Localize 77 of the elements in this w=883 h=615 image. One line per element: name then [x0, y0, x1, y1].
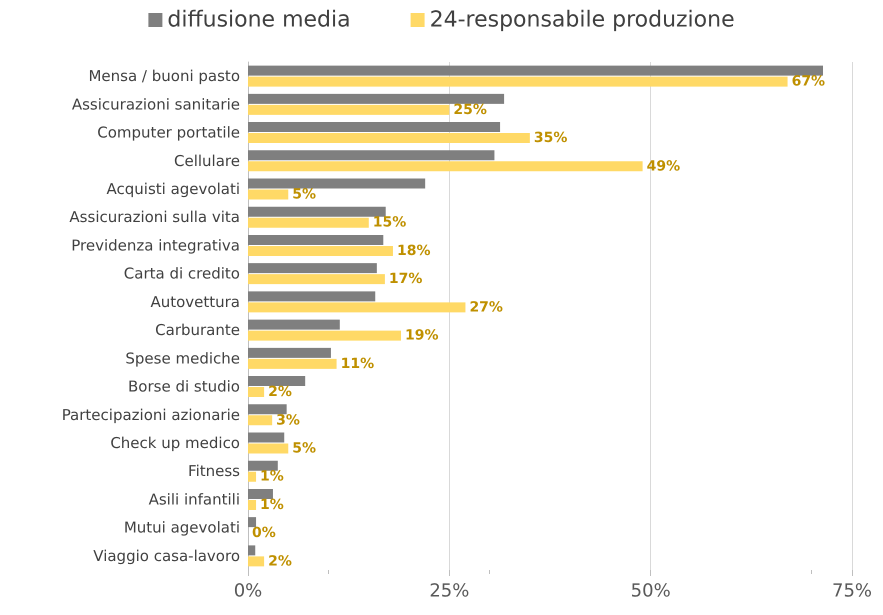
y-tick-label: Previdenza integrativa	[71, 236, 240, 254]
data-label: 11%	[340, 356, 374, 372]
bar	[248, 517, 256, 528]
y-tick-label: Computer portatile	[97, 124, 240, 142]
y-tick-label: Partecipazioni azionarie	[62, 406, 240, 424]
bar	[248, 291, 376, 302]
bar	[248, 246, 393, 256]
data-label: 25%	[453, 102, 487, 118]
x-tick-label: 50%	[630, 580, 671, 602]
data-label: 2%	[268, 553, 292, 570]
data-label: 18%	[396, 242, 430, 259]
bar	[248, 94, 504, 104]
bar	[248, 218, 369, 228]
data-label: 3%	[276, 412, 300, 428]
bar	[248, 320, 340, 330]
y-tick-label: Spese mediche	[125, 349, 240, 368]
y-tick-label: Check up medico	[110, 434, 240, 452]
x-tick-label: 75%	[832, 580, 872, 602]
bar	[248, 76, 788, 87]
bar	[248, 150, 494, 160]
y-tick-label: Assicurazioni sulla vita	[69, 208, 240, 226]
bar	[248, 302, 466, 312]
bar	[248, 472, 256, 482]
y-tick-label: Borse di studio	[128, 378, 240, 396]
bar	[248, 500, 256, 510]
bar	[248, 387, 264, 398]
y-tick-label: Asili infantili	[148, 490, 240, 508]
bar	[248, 234, 384, 245]
bar	[248, 263, 377, 274]
y-tick-label: Carburante	[155, 321, 240, 340]
data-label: 67%	[792, 74, 826, 90]
bar	[248, 66, 824, 76]
data-label: 19%	[405, 328, 439, 344]
bar	[248, 415, 272, 426]
data-label: 27%	[469, 299, 503, 316]
data-label: 2%	[268, 384, 292, 400]
bar	[248, 206, 386, 217]
data-label: 5%	[292, 440, 316, 456]
bar	[248, 358, 337, 369]
x-tick-label: 0%	[234, 580, 262, 602]
y-tick-label: Carta di credito	[124, 264, 240, 283]
bar	[248, 274, 385, 284]
x-tick-label: 25%	[429, 580, 470, 602]
bar	[248, 330, 402, 341]
y-tick-label: Mensa / buoni pasto	[88, 67, 240, 86]
data-label: 15%	[372, 214, 406, 231]
bar	[248, 190, 288, 200]
y-tick-label: Viaggio casa-lavoro	[93, 546, 240, 565]
legend-label: 24-responsabile produzione	[430, 8, 735, 32]
bar	[248, 161, 643, 172]
data-label: 35%	[534, 130, 568, 146]
data-label: 5%	[292, 186, 316, 202]
bar	[248, 376, 306, 386]
y-tick-label: Cellulare	[174, 152, 240, 170]
y-tick-label: Autovettura	[150, 292, 240, 311]
data-label: 49%	[646, 158, 680, 174]
data-label: 0%	[252, 525, 276, 542]
y-tick-label: Acquisti agevolati	[106, 180, 240, 198]
data-label: 1%	[260, 496, 284, 513]
data-label: 1%	[260, 468, 284, 485]
bar	[248, 556, 264, 566]
bar	[248, 545, 256, 556]
bar	[248, 460, 278, 471]
bar	[248, 122, 500, 132]
y-tick-label: Assicurazioni sanitarie	[72, 95, 240, 114]
bar	[248, 178, 426, 188]
y-tick-label: Mutui agevolati	[124, 518, 240, 537]
bar	[248, 348, 331, 358]
bar	[248, 133, 530, 144]
y-tick-label: Fitness	[188, 462, 240, 480]
legend-label: diffusione media	[167, 8, 351, 32]
bar	[248, 444, 288, 454]
bar	[248, 404, 287, 414]
bar	[248, 104, 450, 115]
data-label: 17%	[388, 271, 422, 288]
bar	[248, 432, 284, 442]
bar	[248, 488, 273, 499]
